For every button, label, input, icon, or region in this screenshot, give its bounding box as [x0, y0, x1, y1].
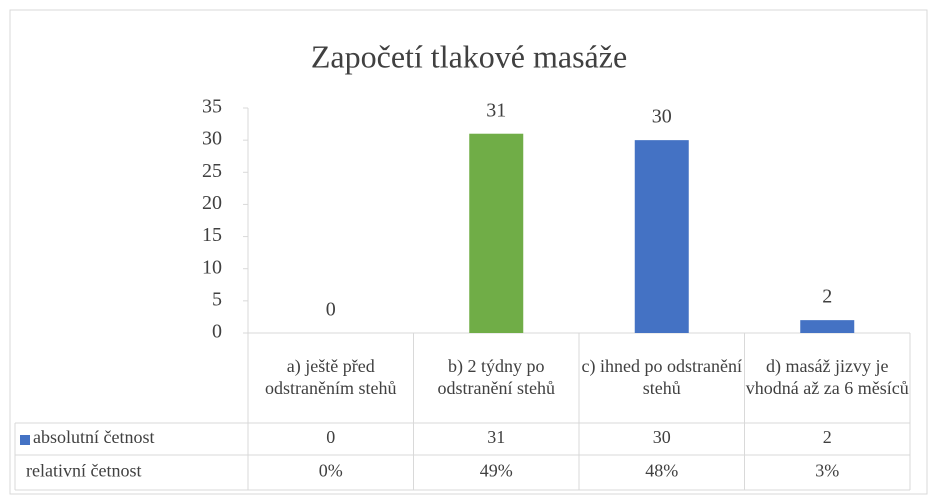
table-cell: 49%	[480, 461, 513, 481]
bar	[800, 320, 855, 333]
table-cell: 2	[823, 427, 832, 447]
table-cell: 3%	[815, 461, 839, 481]
chart-title: Započetí tlakové masáže	[311, 38, 627, 74]
x-tick-label: c) ihned po odstranění stehů	[581, 356, 742, 398]
legend-key	[20, 435, 30, 445]
x-tick-label: b) 2 týdny po odstranění stehů	[437, 356, 555, 398]
y-tick-label: 25	[202, 160, 222, 182]
table-cell: 48%	[645, 461, 678, 481]
x-tick-label-box: b) 2 týdny po odstranění stehů	[437, 356, 555, 398]
row-label: relativní četnost	[26, 461, 141, 481]
data-label: 2	[822, 286, 832, 308]
y-tick-label: 0	[212, 321, 222, 343]
data-label: 31	[486, 99, 506, 121]
table-cell: 31	[487, 427, 505, 447]
table-cell: 30	[653, 427, 671, 447]
data-label: 30	[652, 106, 672, 128]
bar	[469, 133, 524, 333]
x-tick-label-box: a) ještě před odstraněním stehů	[265, 356, 397, 398]
y-tick-label: 20	[202, 192, 222, 214]
legend-label: absolutní četnost	[33, 427, 154, 447]
chart-border	[9, 9, 928, 495]
table-cell: 0%	[319, 461, 343, 481]
data-label: 0	[326, 299, 336, 321]
y-tick-label: 15	[202, 224, 222, 246]
y-tick-label: 10	[202, 256, 222, 278]
x-tick-label: d) masáž jizvy je vhodná až za 6 měsíců	[745, 356, 909, 398]
y-tick-label: 5	[212, 288, 222, 310]
bar	[634, 140, 689, 333]
x-tick-label: a) ještě před odstraněním stehů	[265, 356, 397, 398]
x-tick-label-box: d) masáž jizvy je vhodná až za 6 měsíců	[745, 356, 909, 398]
table-cell: 0	[326, 427, 335, 447]
y-tick-label: 35	[202, 96, 222, 118]
y-tick-label: 30	[202, 128, 222, 150]
x-tick-label-box: c) ihned po odstranění stehů	[581, 356, 742, 398]
